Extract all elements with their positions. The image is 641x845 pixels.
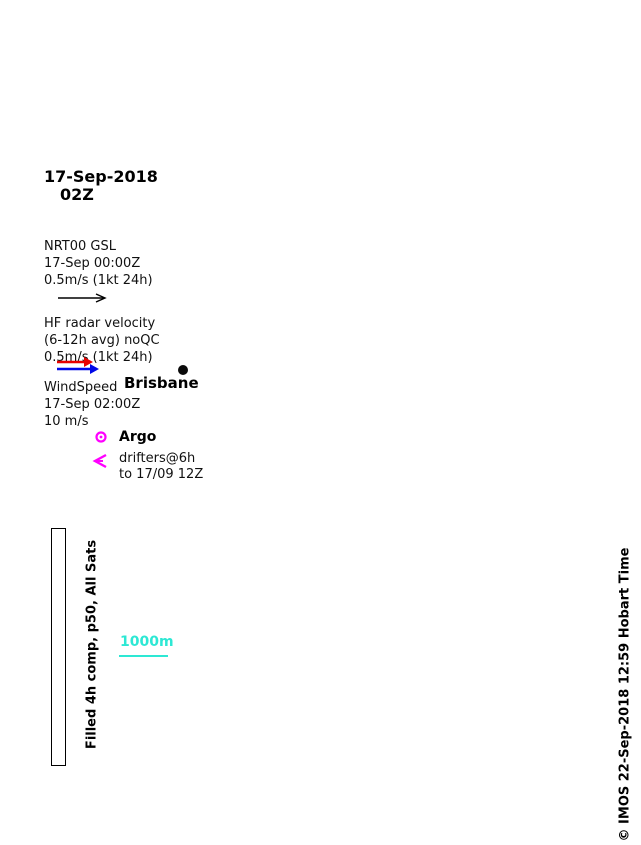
sst-colorbar: Filled 4h comp, p50, All Sats — [40, 520, 170, 780]
hf-scale-arrows-icon — [57, 357, 99, 374]
colorbar-gradient — [51, 528, 66, 766]
gsl-title: NRT00 GSL — [44, 239, 116, 254]
drifter-marker-icon — [92, 453, 107, 469]
hf-title: HF radar velocity — [44, 316, 156, 331]
credit-text: © IMOS 22-Sep-2018 12:59 Hobart Time — [617, 547, 633, 842]
wind-legend: WindSpeed 17-Sep 02:00Z 10 m/s — [44, 379, 140, 430]
isobath-legend: 200m 1000m — [120, 615, 174, 651]
time-label: 02Z — [60, 185, 94, 204]
drifters-line2: to 17/09 12Z — [119, 467, 204, 482]
date-block: 17-Sep-2018 02Z — [44, 168, 158, 204]
city-marker — [178, 365, 188, 375]
gsl-legend: NRT00 GSL 17-Sep 00:00Z 0.5m/s (1kt 24h) — [44, 238, 153, 289]
gsl-time: 17-Sep 00:00Z — [44, 256, 141, 271]
wind-scale-arrow-icon — [91, 417, 114, 427]
wind-time: 17-Sep 02:00Z — [44, 397, 141, 412]
hf-subtitle: (6-12h avg) noQC — [44, 333, 160, 348]
drifters-legend: drifters@6h to 17/09 12Z — [119, 451, 203, 483]
argo-marker-icon — [95, 431, 107, 443]
wind-scale: 10 m/s — [44, 414, 89, 429]
city-label: Brisbane — [124, 374, 199, 392]
wind-title: WindSpeed — [44, 380, 118, 395]
drifters-line1: drifters@6h — [119, 451, 196, 466]
isobath-200-label: 200m — [120, 616, 164, 632]
gsl-scale: 0.5m/s (1kt 24h) — [44, 273, 153, 288]
argo-label: Argo — [119, 429, 157, 445]
current-scale-arrow-icon — [58, 293, 107, 303]
colorbar-title: Filled 4h comp, p50, All Sats — [84, 539, 100, 750]
isobath-example-line — [119, 655, 168, 657]
date-label: 17-Sep-2018 — [44, 167, 158, 186]
isobath-1000-label: 1000m — [120, 634, 174, 650]
